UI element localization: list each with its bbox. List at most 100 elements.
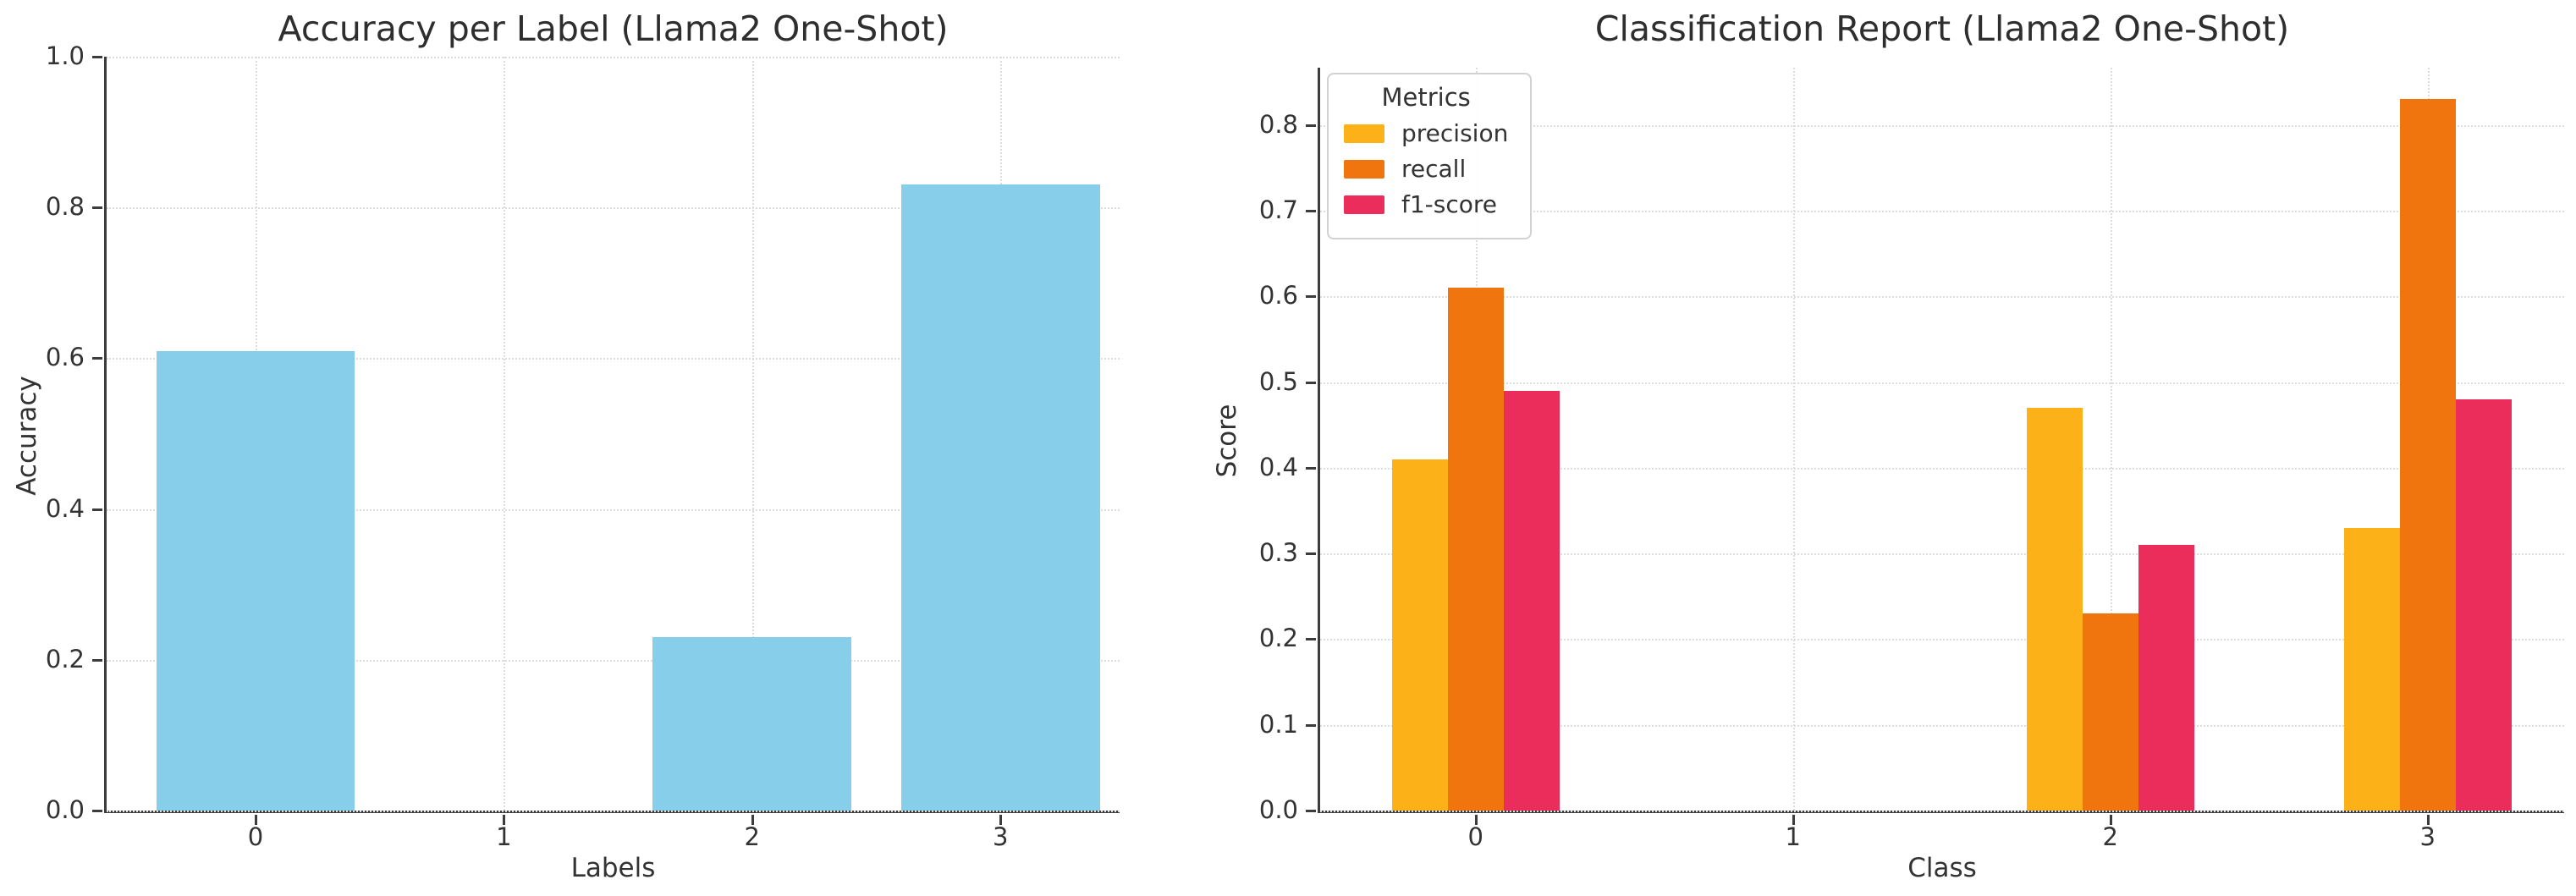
bar-values-2 — [652, 637, 852, 811]
y-axis-tick — [1306, 210, 1316, 213]
y-axis-tick — [92, 56, 102, 58]
gridline-y — [107, 358, 1120, 360]
bar-values-0 — [156, 350, 355, 811]
xtick-label: 0 — [1467, 822, 1483, 851]
gridline-y — [1320, 211, 2564, 213]
xtick-label: 3 — [992, 822, 1009, 851]
x-axis-tick — [999, 815, 1003, 825]
legend-item-recall: recall — [1344, 155, 1508, 183]
accuracy-plot-canvas: 0.0 0.2 0.4 0.6 0.8 1.0 0 1 2 3 — [46, 41, 1120, 851]
gridline-x — [1792, 68, 1795, 811]
y-axis-tick — [1306, 552, 1316, 556]
report-plot-canvas: 0.0 0.1 0.2 0.3 0.4 0.5 0.6 0.7 0.8 0 1 2 3 Metrics pr… — [1259, 68, 2564, 851]
gridline-x — [504, 57, 506, 811]
x-axis-tick — [1474, 815, 1478, 825]
accuracy-x-axis-label: Labels — [570, 853, 656, 883]
xtick-label: 2 — [744, 822, 760, 851]
x-axis-tick — [1792, 815, 1795, 825]
gridline-y — [107, 659, 1120, 662]
bar-recall-2 — [2082, 613, 2138, 811]
gridline-y — [1320, 467, 2564, 470]
ytick-label: 0.0 — [45, 795, 85, 824]
y-axis-tick — [1306, 381, 1316, 384]
gridline-y — [107, 207, 1120, 210]
bar-recall-3 — [2399, 99, 2456, 811]
y-axis-tick — [92, 810, 102, 812]
legend-item-precision: precision — [1344, 119, 1508, 147]
bar-precision-2 — [2026, 408, 2083, 811]
x-axis-tick — [503, 815, 506, 825]
gridline-y — [107, 57, 1120, 58]
gridline-y — [1320, 724, 2564, 727]
ytick-label: 0.7 — [1258, 195, 1298, 225]
ytick-label: 1.0 — [45, 41, 85, 70]
legend-item-f1-score: f1-score — [1344, 190, 1508, 218]
ytick-label: 0.8 — [1258, 109, 1298, 139]
bar-values-3 — [900, 184, 1100, 811]
y-axis-tick — [1306, 466, 1316, 470]
ytick-label: 0.4 — [1258, 452, 1298, 481]
bar-recall-0 — [1447, 288, 1504, 811]
ytick-label: 0.6 — [45, 343, 85, 372]
ytick-label: 0.6 — [1258, 281, 1298, 311]
gridline-y — [1320, 639, 2564, 641]
ytick-label: 0.2 — [45, 644, 85, 673]
x-axis-tick — [2109, 815, 2112, 825]
gridline-x — [2110, 68, 2112, 811]
bar-precision-0 — [1391, 459, 1448, 811]
legend-label: precision — [1401, 119, 1509, 147]
legend-label: recall — [1401, 155, 1467, 183]
xtick-label: 1 — [1785, 822, 1801, 851]
gridline-y — [1320, 553, 2564, 556]
x-axis-tick — [751, 815, 754, 825]
report-chart-figure: Classification Report (Llama2 One-Shot) … — [1212, 0, 2576, 896]
x-axis-tick — [2426, 815, 2430, 825]
y-axis-tick — [1306, 638, 1316, 641]
legend-label: f1-score — [1401, 190, 1498, 218]
report-plot-area: 0.0 0.1 0.2 0.3 0.4 0.5 0.6 0.7 0.8 0 1 2 3 Metrics pr… — [1259, 68, 2564, 851]
ytick-label: 0.8 — [45, 192, 85, 222]
xtick-label: 3 — [2419, 822, 2436, 851]
gridline-y — [1320, 124, 2564, 127]
ytick-label: 0.5 — [1258, 366, 1298, 396]
report-chart-title: Classification Report (Llama2 One-Shot) — [1594, 8, 2290, 49]
accuracy-plot-area: 0.0 0.2 0.4 0.6 0.8 1.0 0 1 2 3 — [46, 41, 1120, 851]
accuracy-y-axis-label: Accuracy — [12, 376, 42, 496]
ytick-label: 0.2 — [1258, 624, 1298, 653]
gridline-y — [1320, 296, 2564, 299]
gridline-x — [751, 57, 754, 811]
gridline-y — [1320, 382, 2564, 384]
y-axis-tick — [92, 508, 102, 511]
y-axis-tick — [92, 206, 102, 210]
xtick-label: 1 — [496, 822, 512, 851]
f1-score-swatch — [1344, 195, 1384, 214]
gridline-y — [1320, 811, 2564, 812]
y-axis-tick — [92, 658, 102, 662]
y-axis-tick — [92, 357, 102, 360]
xtick-label: 0 — [247, 822, 264, 851]
y-axis-tick — [1306, 295, 1316, 299]
gridline-y — [107, 508, 1120, 511]
accuracy-chart-title: Accuracy per Label (Llama2 One-Shot) — [278, 8, 949, 49]
bar-precision-3 — [2343, 527, 2400, 811]
ytick-label: 0.1 — [1258, 709, 1298, 739]
legend: Metrics precision recall f1-score — [1327, 73, 1533, 239]
y-axis-tick — [1306, 810, 1316, 812]
bar-f1-score-0 — [1503, 390, 1560, 811]
recall-swatch — [1344, 159, 1384, 179]
xtick-label: 2 — [2102, 822, 2118, 851]
y-axis-tick — [1306, 723, 1316, 727]
report-x-axis-label: Class — [1907, 853, 1977, 883]
y-axis-tick — [1306, 124, 1316, 127]
ytick-label: 0.3 — [1258, 538, 1298, 568]
gridline-y — [107, 811, 1120, 812]
ytick-label: 0.0 — [1258, 795, 1298, 824]
bar-f1-score-3 — [2455, 399, 2512, 811]
bar-f1-score-2 — [2138, 545, 2194, 811]
legend-title: Metrics — [1381, 83, 1471, 112]
precision-swatch — [1344, 124, 1384, 143]
accuracy-chart-figure: Accuracy per Label (Llama2 One-Shot) Acc… — [12, 8, 1120, 883]
x-axis-tick — [255, 815, 258, 825]
ytick-label: 0.4 — [45, 493, 85, 523]
